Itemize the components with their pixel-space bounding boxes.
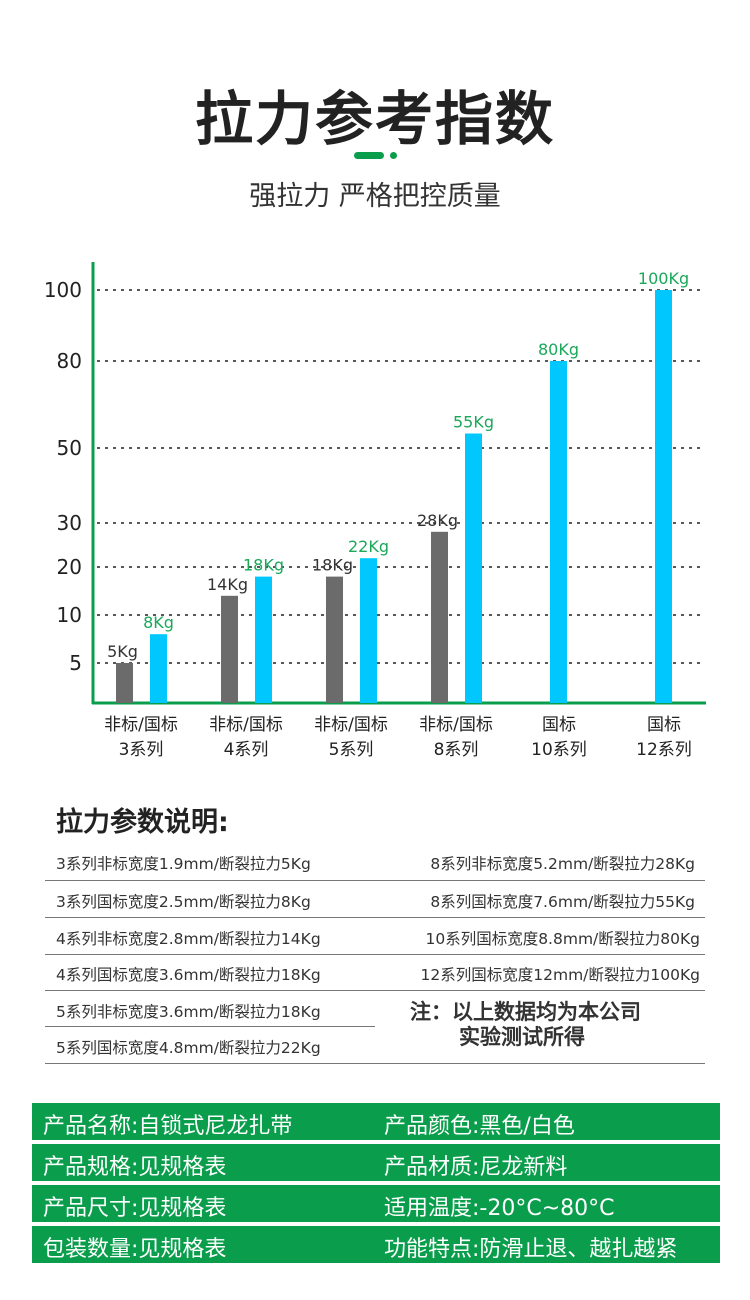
y-tick-label: 20 — [57, 555, 82, 579]
y-tick-label: 100 — [44, 278, 82, 302]
spec-cell: 产品名称:自锁式尼龙扎带 — [43, 1114, 293, 1139]
bar-standard — [655, 290, 672, 703]
param-row: 5系列非标宽度3.6mm/断裂拉力18Kg — [56, 1003, 321, 1021]
bar-non-standard — [326, 576, 343, 703]
spec-cell: 产品材质:尼龙新料 — [384, 1155, 568, 1180]
data-label: 100Kg — [638, 269, 689, 288]
data-label: 55Kg — [453, 413, 494, 432]
param-row: 5系列国标宽度4.8mm/断裂拉力22Kg — [56, 1039, 321, 1057]
data-label: 80Kg — [538, 340, 579, 359]
x-tick-label: 3系列 — [119, 740, 164, 760]
data-label: 14Kg — [207, 575, 248, 594]
y-tick-label: 5 — [69, 651, 82, 675]
bar-standard — [150, 634, 167, 703]
x-tick-label: 国标 — [542, 715, 576, 735]
spec-row: 产品尺寸:见规格表 适用温度:-20°C~80°C — [32, 1185, 720, 1222]
table-divider — [45, 917, 705, 918]
note-line-2: 实验测试所得 — [459, 1025, 585, 1049]
x-tick-label: 8系列 — [434, 740, 479, 760]
spec-row: 产品规格:见规格表 产品材质:尼龙新料 — [32, 1144, 720, 1181]
param-row: 3系列国标宽度2.5mm/断裂拉力8Kg — [56, 893, 311, 911]
param-row: 8系列国标宽度7.6mm/断裂拉力55Kg — [430, 893, 695, 911]
bar-non-standard — [221, 595, 238, 703]
note-line-1: 注：以上数据均为本公司 — [410, 1000, 641, 1024]
spec-cell: 产品规格:见规格表 — [43, 1155, 227, 1180]
params-title: 拉力参数说明: — [56, 807, 229, 838]
x-tick-label: 10系列 — [531, 740, 587, 760]
param-row: 10系列国标宽度8.8mm/断裂拉力80Kg — [425, 930, 700, 948]
spec-cell: 适用温度:-20°C~80°C — [384, 1196, 615, 1221]
page-subtitle: 强拉力 严格把控质量 — [249, 181, 501, 212]
param-row: 4系列国标宽度3.6mm/断裂拉力18Kg — [56, 966, 321, 984]
x-tick-label: 12系列 — [636, 740, 692, 760]
title-decoration — [354, 152, 397, 159]
tension-chart: 5 10 20 30 50 80 100 非标/国标 3系列 非标/国标 4系列 非标/国标 5系列 非标… — [44, 262, 706, 760]
data-label: 8Kg — [143, 613, 174, 632]
param-row: 4系列非标宽度2.8mm/断裂拉力14Kg — [56, 930, 321, 948]
x-tick-label: 4系列 — [224, 740, 269, 760]
bar-standard — [465, 433, 482, 703]
table-divider — [45, 1063, 705, 1064]
x-tick-label: 非标/国标 — [314, 715, 388, 735]
bar-non-standard — [116, 663, 133, 703]
bar-non-standard — [431, 531, 448, 703]
x-tick-label: 5系列 — [329, 740, 374, 760]
params-note: 注：以上数据均为本公司 实验测试所得 — [410, 1000, 641, 1050]
data-label: 18Kg — [243, 556, 284, 575]
spec-cell: 功能特点:防滑止退、越扎越紧 — [384, 1237, 678, 1262]
table-divider — [45, 880, 705, 881]
y-tick-label: 50 — [57, 436, 82, 460]
table-divider — [45, 954, 705, 955]
y-tick-label: 10 — [57, 603, 82, 627]
spec-row: 产品名称:自锁式尼龙扎带 产品颜色:黑色/白色 — [32, 1103, 720, 1140]
y-tick-label: 80 — [57, 349, 82, 373]
data-label: 5Kg — [107, 642, 138, 661]
table-divider — [45, 990, 705, 991]
bar-standard — [360, 558, 377, 703]
data-label: 18Kg — [312, 556, 353, 575]
param-row: 3系列非标宽度1.9mm/断裂拉力5Kg — [56, 855, 311, 873]
page-title: 拉力参考指数 — [194, 85, 555, 153]
x-tick-label: 非标/国标 — [209, 715, 283, 735]
spec-cell: 包装数量:见规格表 — [43, 1237, 227, 1262]
data-label: 22Kg — [348, 537, 389, 556]
x-tick-label: 非标/国标 — [104, 715, 178, 735]
spec-row: 包装数量:见规格表 功能特点:防滑止退、越扎越紧 — [32, 1226, 720, 1263]
spec-cell: 产品尺寸:见规格表 — [43, 1196, 227, 1221]
y-tick-label: 30 — [57, 511, 82, 535]
x-tick-label: 国标 — [647, 715, 681, 735]
bar-standard — [255, 576, 272, 703]
x-tick-label: 非标/国标 — [419, 715, 493, 735]
spec-cell: 产品颜色:黑色/白色 — [384, 1114, 575, 1139]
param-row: 12系列国标宽度12mm/断裂拉力100Kg — [420, 966, 700, 984]
bar-standard — [550, 361, 567, 703]
data-label: 28Kg — [417, 511, 458, 530]
param-row: 8系列非标宽度5.2mm/断裂拉力28Kg — [430, 855, 695, 873]
table-divider — [45, 1026, 375, 1027]
